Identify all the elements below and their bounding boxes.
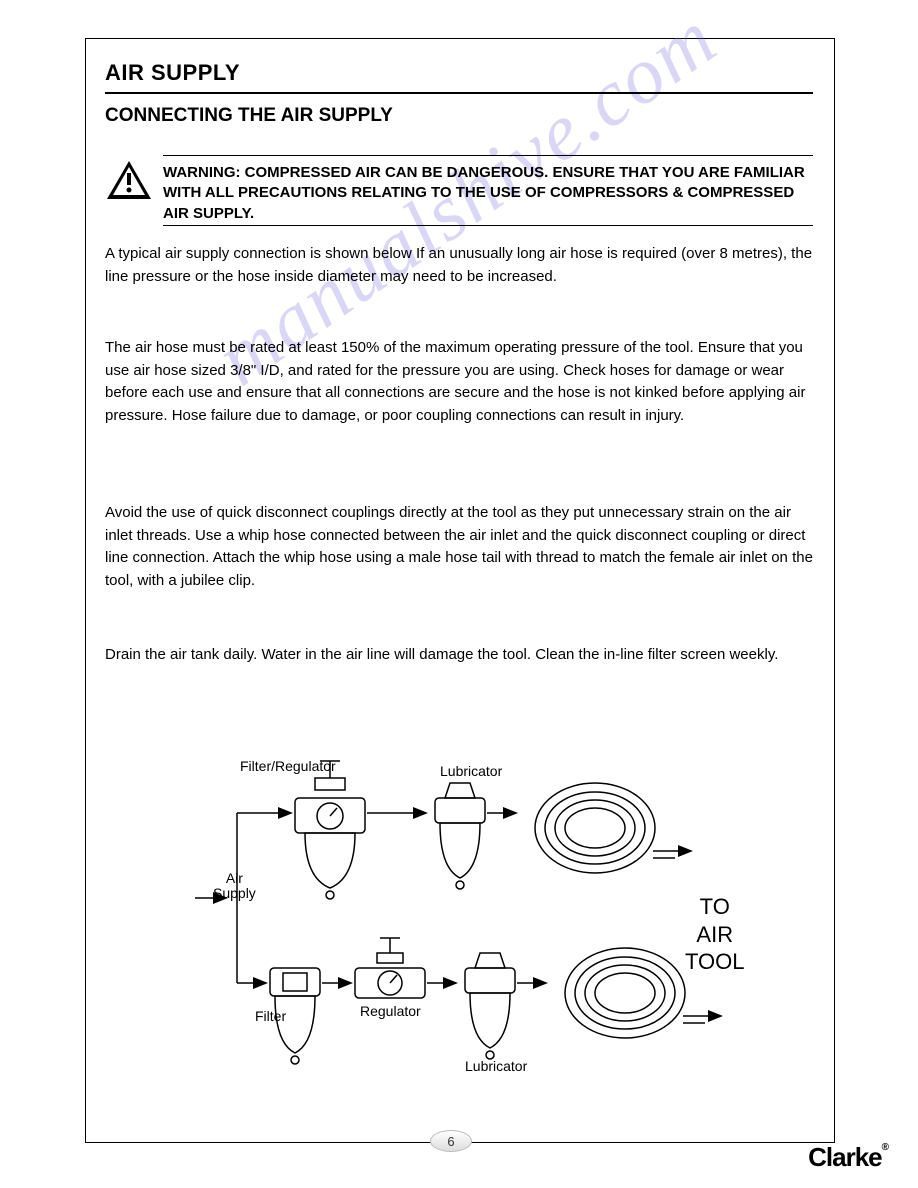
brand-reg: ® [882, 1142, 888, 1153]
label-supply: Supply [213, 885, 256, 901]
page-number: 6 [430, 1130, 472, 1152]
paragraph-1: A typical air supply connection is shown… [105, 243, 815, 288]
warning-text: WARNING: COMPRESSED AIR CAN BE DANGEROUS… [163, 163, 811, 224]
paragraph-4: Drain the air tank daily. Water in the a… [105, 644, 815, 667]
paragraph-3: Avoid the use of quick disconnect coupli… [105, 502, 815, 592]
label-air: Air [226, 870, 243, 886]
label-filter: Filter [255, 1008, 286, 1024]
air-supply-diagram: Air Supply Filter/Regulator Lubricator F… [195, 743, 775, 1073]
rule-top [105, 92, 813, 94]
label-air-supply: Air Supply [213, 871, 256, 902]
brand-logo: Clarke® [808, 1142, 888, 1173]
rule-warning-top [163, 155, 813, 156]
rule-warning-bottom [163, 225, 813, 226]
section-title: AIR SUPPLY [105, 60, 240, 86]
sub-title: CONNECTING THE AIR SUPPLY [105, 105, 393, 127]
brand-text: Clarke [808, 1142, 882, 1172]
label-regulator: Regulator [360, 1003, 421, 1019]
label-filter-regulator: Filter/Regulator [240, 758, 336, 774]
warning-icon [105, 159, 153, 201]
label-lubricator-top: Lubricator [440, 763, 502, 779]
label-lubricator-bottom: Lubricator [465, 1058, 527, 1074]
label-to-air-tool: TOAIRTOOL [685, 893, 745, 976]
paragraph-2: The air hose must be rated at least 150%… [105, 337, 815, 427]
